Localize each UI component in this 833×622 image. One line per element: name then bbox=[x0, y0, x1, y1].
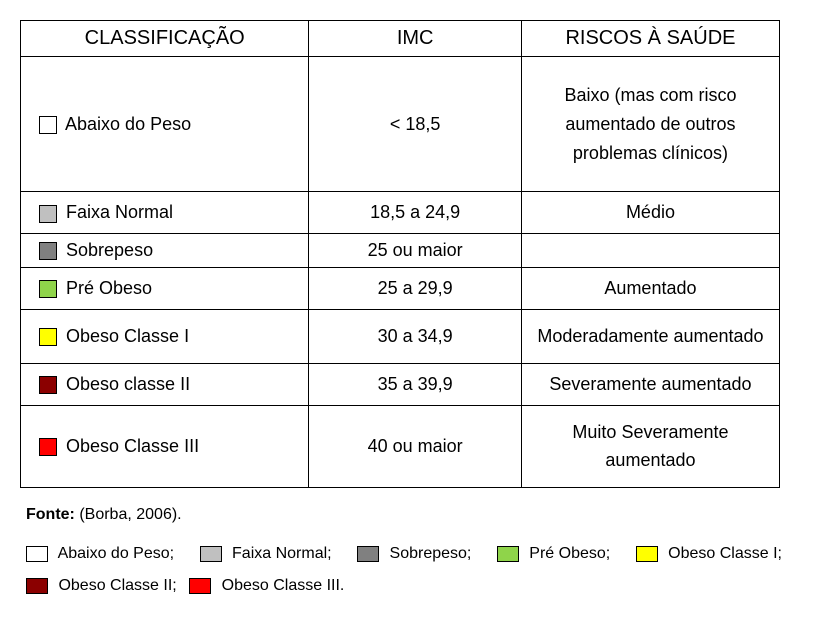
swatch-icon bbox=[357, 546, 379, 562]
legend-item: Abaixo do Peso; bbox=[26, 538, 174, 570]
cell-risk: Baixo (mas com risco aumentado de outros… bbox=[521, 57, 779, 192]
swatch-icon bbox=[39, 242, 57, 260]
source-text: (Borba, 2006). bbox=[79, 506, 181, 523]
swatch-icon bbox=[39, 438, 57, 456]
table-row: Abaixo do Peso < 18,5 Baixo (mas com ris… bbox=[21, 57, 780, 192]
cell-imc: 30 a 34,9 bbox=[309, 309, 522, 363]
cell-classification: Obeso Classe I bbox=[21, 309, 309, 363]
table-row: Sobrepeso 25 ou maior bbox=[21, 234, 780, 268]
row-label: Obeso Classe I bbox=[66, 326, 189, 346]
table-row: Pré Obeso 25 a 29,9 Aumentado bbox=[21, 268, 780, 310]
row-label: Sobrepeso bbox=[66, 240, 153, 260]
legend-item: Obeso Classe I; bbox=[636, 538, 782, 570]
legend-label: Faixa Normal; bbox=[232, 545, 332, 562]
cell-imc: 25 ou maior bbox=[309, 234, 522, 268]
cell-risk: Moderadamente aumentado bbox=[521, 309, 779, 363]
cell-classification: Obeso classe II bbox=[21, 363, 309, 405]
swatch-icon bbox=[26, 578, 48, 594]
row-label: Pré Obeso bbox=[66, 278, 152, 298]
header-imc: IMC bbox=[309, 21, 522, 57]
header-classification: CLASSIFICAÇÃO bbox=[21, 21, 309, 57]
swatch-icon bbox=[189, 578, 211, 594]
row-label: Obeso classe II bbox=[66, 374, 190, 394]
cell-imc: 25 a 29,9 bbox=[309, 268, 522, 310]
header-risk: RISCOS À SAÚDE bbox=[521, 21, 779, 57]
imc-table: CLASSIFICAÇÃO IMC RISCOS À SAÚDE Abaixo … bbox=[20, 20, 780, 488]
legend-label: Abaixo do Peso; bbox=[58, 545, 175, 562]
source-line: Fonte: (Borba, 2006). bbox=[26, 506, 813, 524]
table-row: Obeso Classe I 30 a 34,9 Moderadamente a… bbox=[21, 309, 780, 363]
swatch-icon bbox=[39, 376, 57, 394]
swatch-icon bbox=[39, 116, 57, 134]
cell-imc: 40 ou maior bbox=[309, 405, 522, 488]
table-row: Obeso Classe III 40 ou maior Muito Sever… bbox=[21, 405, 780, 488]
legend-item: Faixa Normal; bbox=[200, 538, 332, 570]
swatch-icon bbox=[636, 546, 658, 562]
row-label: Obeso Classe III bbox=[66, 436, 199, 456]
cell-risk: Médio bbox=[521, 192, 779, 234]
legend: Abaixo do Peso; Faixa Normal; Sobrepeso;… bbox=[20, 538, 790, 602]
row-label: Abaixo do Peso bbox=[65, 114, 191, 134]
cell-classification: Pré Obeso bbox=[21, 268, 309, 310]
cell-classification: Sobrepeso bbox=[21, 234, 309, 268]
cell-risk: Severamente aumentado bbox=[521, 363, 779, 405]
swatch-icon bbox=[497, 546, 519, 562]
legend-item: Sobrepeso; bbox=[357, 538, 471, 570]
cell-imc: < 18,5 bbox=[309, 57, 522, 192]
swatch-icon bbox=[39, 280, 57, 298]
cell-risk: Muito Severamente aumentado bbox=[521, 405, 779, 488]
source-label: Fonte: bbox=[26, 506, 75, 523]
row-label: Faixa Normal bbox=[66, 202, 173, 222]
cell-risk bbox=[521, 234, 779, 268]
swatch-icon bbox=[39, 205, 57, 223]
swatch-icon bbox=[39, 328, 57, 346]
table-row: Obeso classe II 35 a 39,9 Severamente au… bbox=[21, 363, 780, 405]
legend-label: Obeso Classe I; bbox=[668, 545, 782, 562]
cell-classification: Obeso Classe III bbox=[21, 405, 309, 488]
cell-classification: Faixa Normal bbox=[21, 192, 309, 234]
legend-label: Obeso Classe II; bbox=[58, 577, 176, 594]
table-row: Faixa Normal 18,5 a 24,9 Médio bbox=[21, 192, 780, 234]
swatch-icon bbox=[26, 546, 48, 562]
legend-label: Obeso Classe III. bbox=[222, 577, 345, 594]
legend-item: Obeso Classe III. bbox=[189, 570, 344, 602]
legend-label: Sobrepeso; bbox=[390, 545, 472, 562]
table-header-row: CLASSIFICAÇÃO IMC RISCOS À SAÚDE bbox=[21, 21, 780, 57]
cell-imc: 18,5 a 24,9 bbox=[309, 192, 522, 234]
cell-imc: 35 a 39,9 bbox=[309, 363, 522, 405]
cell-risk: Aumentado bbox=[521, 268, 779, 310]
legend-item: Pré Obeso; bbox=[497, 538, 610, 570]
legend-item: Obeso Classe II; bbox=[26, 570, 177, 602]
legend-label: Pré Obeso; bbox=[529, 545, 610, 562]
cell-classification: Abaixo do Peso bbox=[21, 57, 309, 192]
swatch-icon bbox=[200, 546, 222, 562]
